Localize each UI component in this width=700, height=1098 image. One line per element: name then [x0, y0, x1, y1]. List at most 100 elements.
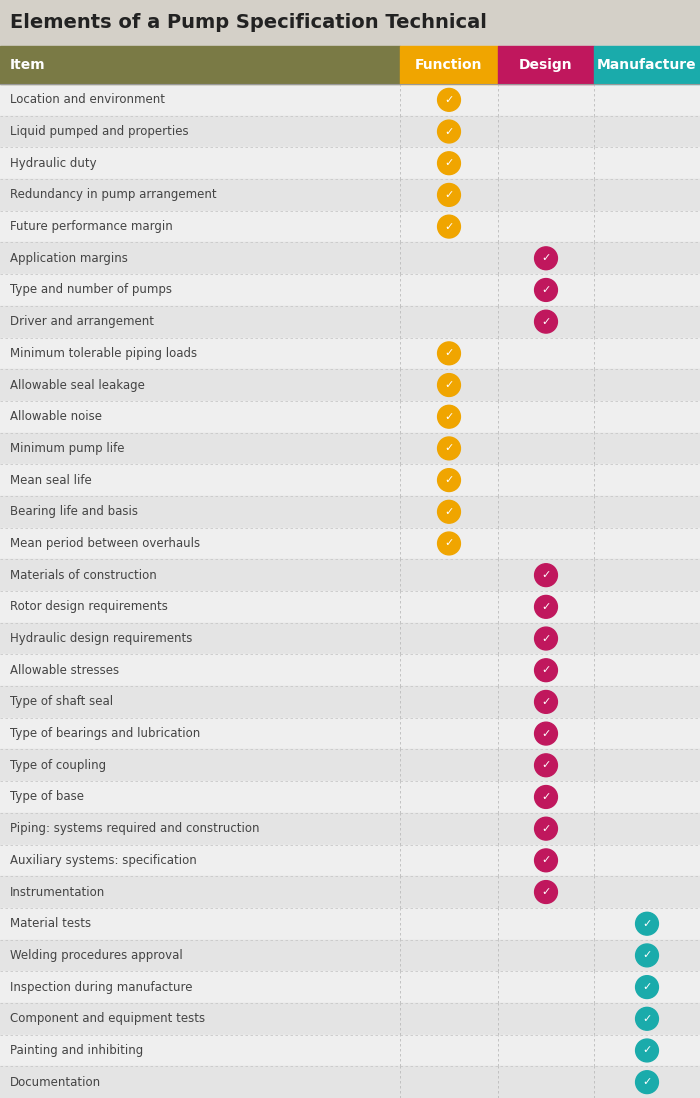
Bar — [0, 0, 700, 46]
Bar — [0, 908, 700, 940]
Text: ✓: ✓ — [643, 951, 652, 961]
Bar — [0, 686, 700, 718]
Text: Design: Design — [519, 58, 573, 72]
Bar — [0, 337, 700, 369]
Text: ✓: ✓ — [541, 887, 551, 897]
Bar — [0, 1002, 700, 1034]
Text: Future performance margin: Future performance margin — [10, 220, 173, 233]
Circle shape — [438, 533, 461, 554]
Circle shape — [438, 215, 461, 238]
Text: Type of shaft seal: Type of shaft seal — [10, 695, 113, 708]
Text: ✓: ✓ — [444, 126, 454, 136]
Text: ✓: ✓ — [541, 824, 551, 833]
Circle shape — [535, 754, 557, 776]
Circle shape — [438, 152, 461, 175]
Text: ✓: ✓ — [444, 222, 454, 232]
Bar — [0, 464, 700, 496]
Circle shape — [535, 849, 557, 872]
Circle shape — [636, 976, 659, 998]
Text: Location and environment: Location and environment — [10, 93, 165, 107]
Bar — [0, 1066, 700, 1098]
Circle shape — [535, 279, 557, 301]
Text: ✓: ✓ — [643, 1045, 652, 1055]
Circle shape — [535, 817, 557, 840]
Text: ✓: ✓ — [444, 380, 454, 390]
Text: ✓: ✓ — [541, 729, 551, 739]
Circle shape — [438, 373, 461, 396]
Circle shape — [636, 912, 659, 935]
Circle shape — [438, 89, 461, 111]
Bar — [0, 876, 700, 908]
Bar — [0, 85, 700, 115]
Bar — [0, 433, 700, 464]
Text: Material tests: Material tests — [10, 917, 91, 930]
Bar — [0, 115, 700, 147]
Text: ✓: ✓ — [541, 855, 551, 865]
Text: ✓: ✓ — [643, 919, 652, 929]
Bar — [0, 623, 700, 654]
Text: Allowable noise: Allowable noise — [10, 411, 102, 423]
Bar — [594, 46, 700, 85]
Circle shape — [438, 341, 461, 365]
Text: ✓: ✓ — [541, 760, 551, 771]
Text: ✓: ✓ — [444, 475, 454, 485]
Text: ✓: ✓ — [444, 348, 454, 358]
Text: ✓: ✓ — [541, 570, 551, 580]
Text: Mean seal life: Mean seal life — [10, 473, 92, 486]
Text: ✓: ✓ — [643, 1077, 652, 1087]
Bar — [0, 559, 700, 591]
Text: Manufacture: Manufacture — [597, 58, 696, 72]
Text: ✓: ✓ — [444, 538, 454, 549]
Text: Documentation: Documentation — [10, 1076, 101, 1088]
Circle shape — [535, 311, 557, 333]
Text: Instrumentation: Instrumentation — [10, 885, 105, 898]
Text: ✓: ✓ — [643, 1013, 652, 1023]
Text: ✓: ✓ — [444, 444, 454, 453]
Circle shape — [636, 1039, 659, 1062]
Text: Driver and arrangement: Driver and arrangement — [10, 315, 154, 328]
Circle shape — [438, 183, 461, 206]
Text: Minimum tolerable piping loads: Minimum tolerable piping loads — [10, 347, 197, 360]
Text: Bearing life and basis: Bearing life and basis — [10, 505, 138, 518]
Text: Application margins: Application margins — [10, 251, 128, 265]
Bar — [400, 46, 498, 85]
Bar — [0, 844, 700, 876]
Text: Allowable stresses: Allowable stresses — [10, 663, 119, 676]
Bar — [0, 654, 700, 686]
Circle shape — [636, 1071, 659, 1094]
Text: Minimum pump life: Minimum pump life — [10, 441, 125, 455]
Bar — [0, 972, 700, 1002]
Bar — [0, 718, 700, 750]
Bar — [0, 750, 700, 781]
Text: Inspection during manufacture: Inspection during manufacture — [10, 981, 193, 994]
Text: Function: Function — [415, 58, 483, 72]
Text: Component and equipment tests: Component and equipment tests — [10, 1012, 205, 1026]
Circle shape — [438, 437, 461, 460]
Bar — [0, 591, 700, 623]
Text: Hydraulic design requirements: Hydraulic design requirements — [10, 632, 193, 645]
Bar — [0, 528, 700, 559]
Circle shape — [535, 785, 557, 808]
Text: Redundancy in pump arrangement: Redundancy in pump arrangement — [10, 189, 216, 201]
Circle shape — [535, 691, 557, 714]
Bar — [0, 306, 700, 337]
Text: ✓: ✓ — [541, 316, 551, 327]
Bar — [0, 781, 700, 813]
Bar — [0, 1034, 700, 1066]
Text: Item: Item — [10, 58, 46, 72]
Circle shape — [535, 659, 557, 682]
Text: ✓: ✓ — [541, 285, 551, 295]
Text: Allowable seal leakage: Allowable seal leakage — [10, 379, 145, 392]
Text: ✓: ✓ — [541, 792, 551, 802]
Text: Materials of construction: Materials of construction — [10, 569, 157, 582]
Text: Elements of a Pump Specification Technical: Elements of a Pump Specification Technic… — [10, 13, 487, 33]
Bar — [0, 940, 700, 972]
Circle shape — [438, 469, 461, 492]
Text: Welding procedures approval: Welding procedures approval — [10, 949, 183, 962]
Bar — [0, 369, 700, 401]
Circle shape — [535, 247, 557, 270]
Text: Piping: systems required and construction: Piping: systems required and constructio… — [10, 822, 260, 836]
Bar — [0, 813, 700, 844]
Text: Hydraulic duty: Hydraulic duty — [10, 157, 97, 170]
Circle shape — [438, 120, 461, 143]
